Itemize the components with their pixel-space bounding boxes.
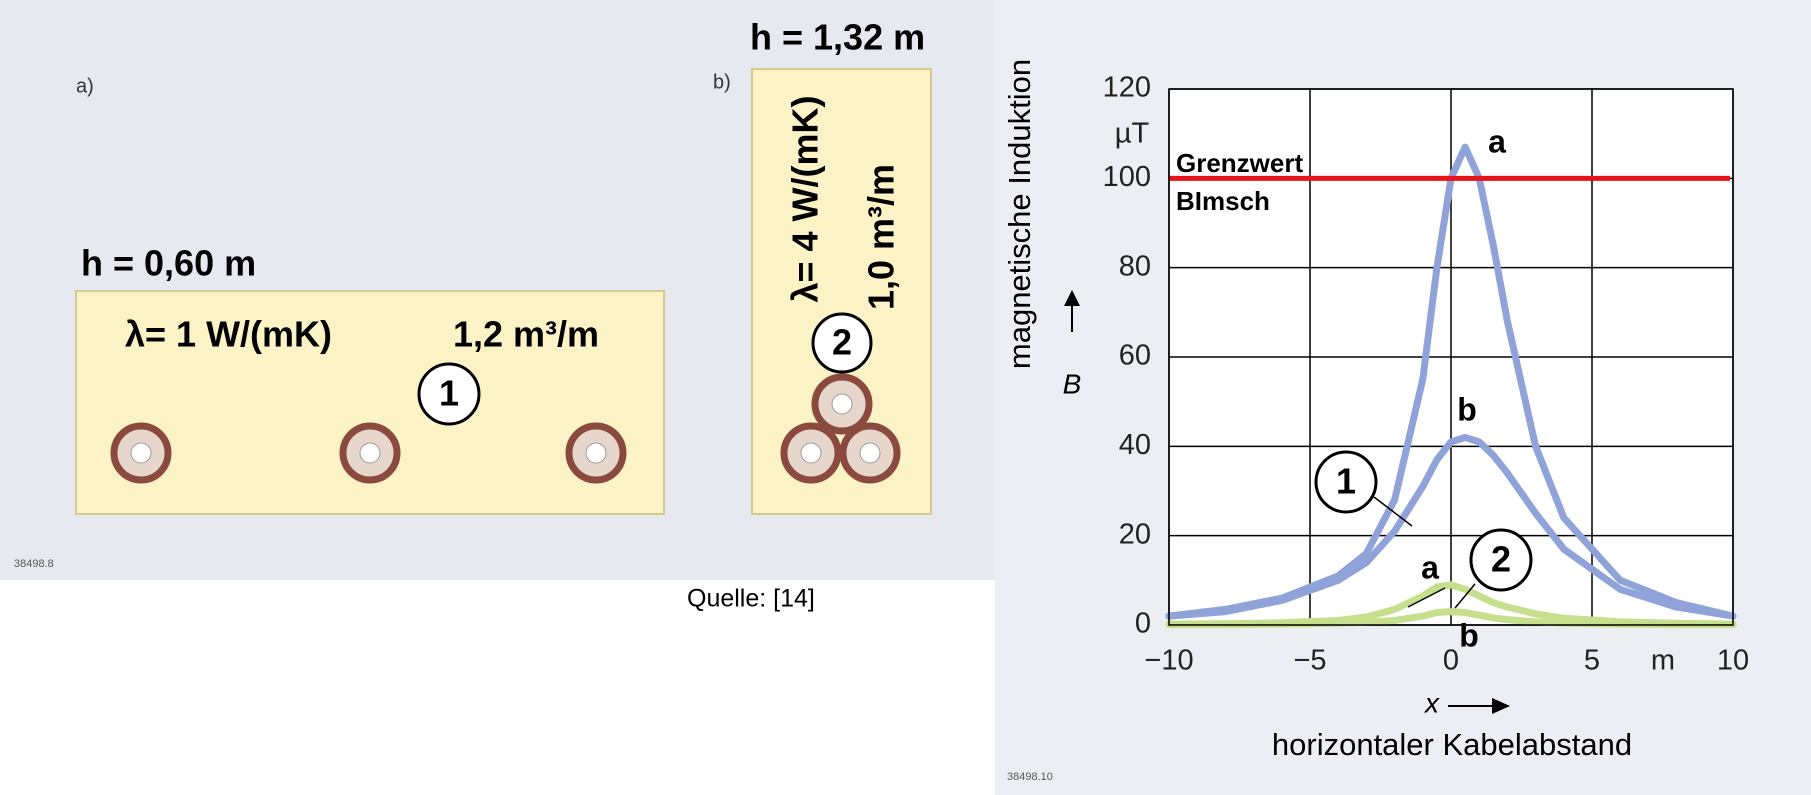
x-tick-label: 0 <box>1443 645 1459 677</box>
y-tick-label: 20 <box>1119 518 1151 550</box>
volume-label: 1,2 m³/m <box>453 314 599 355</box>
y-axis-label: magnetische Induktion <box>1002 59 1037 369</box>
cable-core <box>131 443 151 463</box>
x-axis-label: horizontaler Kabelabstand <box>1272 727 1632 762</box>
y-tick-label: 80 <box>1119 250 1151 282</box>
number-label: 1 <box>439 373 459 414</box>
figure-id: 38498.10 <box>1007 771 1053 783</box>
annotation: a <box>1421 549 1439 585</box>
cable-core <box>360 443 380 463</box>
annotation: 1 <box>1336 461 1356 502</box>
annotation: b <box>1457 391 1477 427</box>
height-label: h = 1,32 m <box>750 17 925 58</box>
cable-core <box>586 443 606 463</box>
y-tick-label: 60 <box>1119 340 1151 372</box>
cable-core <box>860 443 880 463</box>
annotation: 2 <box>1491 539 1511 580</box>
annotation: Grenzwert <box>1176 148 1303 178</box>
annotation: a <box>1488 123 1506 159</box>
volume-label: 1,0 m³/m <box>861 164 902 310</box>
x-tick-label: −5 <box>1293 645 1326 677</box>
y-tick-label: 120 <box>1103 72 1151 104</box>
height-label: h = 0,60 m <box>81 243 256 284</box>
x-tick-label: 5 <box>1584 645 1600 677</box>
x-tick-label: 10 <box>1717 645 1749 677</box>
annotation: BImsch <box>1176 186 1270 216</box>
panel-label: b) <box>713 71 731 93</box>
annotation: b <box>1459 617 1479 653</box>
number-label: 2 <box>832 322 852 363</box>
panel-label: a) <box>76 75 94 97</box>
figure-id: 38498.8 <box>14 558 54 570</box>
figure: a) h = 0,60 m λ= 1 W/(mK) 1,2 m³/m 1 b) … <box>0 0 1811 795</box>
source: Quelle: [14] <box>687 585 815 613</box>
lambda-label: λ= 4 W/(mK) <box>785 95 826 302</box>
y-symbol: B <box>1063 368 1082 399</box>
cable-core <box>801 443 821 463</box>
cable-core <box>832 394 852 414</box>
lambda-label: λ= 1 W/(mK) <box>125 314 332 355</box>
y-unit: µT <box>1115 118 1150 150</box>
y-tick-label: 0 <box>1135 608 1151 640</box>
x-unit: m <box>1651 645 1675 677</box>
x-tick-label: −10 <box>1144 645 1193 677</box>
y-tick-label: 100 <box>1103 161 1151 193</box>
page: a) h = 0,60 m λ= 1 W/(mK) 1,2 m³/m 1 b) … <box>0 0 1811 795</box>
y-tick-label: 40 <box>1119 429 1151 461</box>
x-symbol: x <box>1423 687 1440 718</box>
